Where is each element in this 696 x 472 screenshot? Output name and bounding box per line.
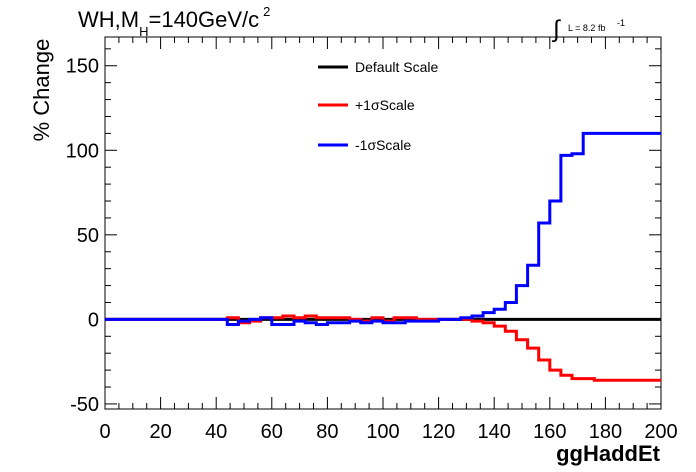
y-axis-title: % Change — [29, 39, 54, 142]
x-tick-label: 60 — [261, 421, 283, 443]
plot-frame — [104, 36, 662, 410]
y-tick-labels: -50 0 50 100 150 — [66, 56, 99, 416]
legend-label-minus1sigma: -1σScale — [355, 137, 411, 153]
axis-ticks — [104, 37, 662, 409]
x-axis-title: ggHaddEt — [556, 441, 661, 466]
y-tick-label: 150 — [66, 56, 99, 78]
legend: Default Scale +1σScale -1σScale — [318, 59, 438, 153]
y-tick-label: 50 — [77, 225, 99, 247]
y-tick-label: -50 — [70, 394, 99, 416]
chart-title: WH,MH=140GeV/c 2 — [78, 4, 270, 39]
x-tick-label: 40 — [205, 421, 227, 443]
legend-label-default: Default Scale — [355, 59, 438, 75]
legend-label-plus1sigma: +1σScale — [355, 97, 415, 113]
x-tick-label: 100 — [366, 421, 399, 443]
title-prefix: WH,M — [78, 7, 139, 32]
x-tick-label: 20 — [149, 421, 171, 443]
x-tick-label: 140 — [478, 421, 511, 443]
series-plus1sigma-scale — [105, 314, 661, 382]
lumi-integral-symbol: ∫ — [551, 16, 561, 43]
lumi-label: L = 8.2 fb — [568, 23, 605, 33]
x-tick-label: 200 — [644, 421, 677, 443]
title-subscript: H — [139, 24, 148, 39]
series-layer — [105, 131, 661, 382]
x-tick-label: 180 — [589, 421, 622, 443]
x-tick-label: 160 — [533, 421, 566, 443]
y-tick-label: 0 — [88, 309, 99, 331]
title-superscript: 2 — [263, 4, 270, 19]
x-tick-label: 120 — [422, 421, 455, 443]
series-minus1sigma-scale — [105, 131, 661, 326]
x-tick-label: 80 — [316, 421, 338, 443]
title-value: =140GeV/c — [148, 7, 259, 32]
lumi-superscript: -1 — [617, 18, 625, 28]
y-tick-label: 100 — [66, 140, 99, 162]
x-tick-labels: 0 20 40 60 80 100 120 140 160 180 200 — [99, 421, 677, 443]
x-tick-label: 0 — [99, 421, 110, 443]
